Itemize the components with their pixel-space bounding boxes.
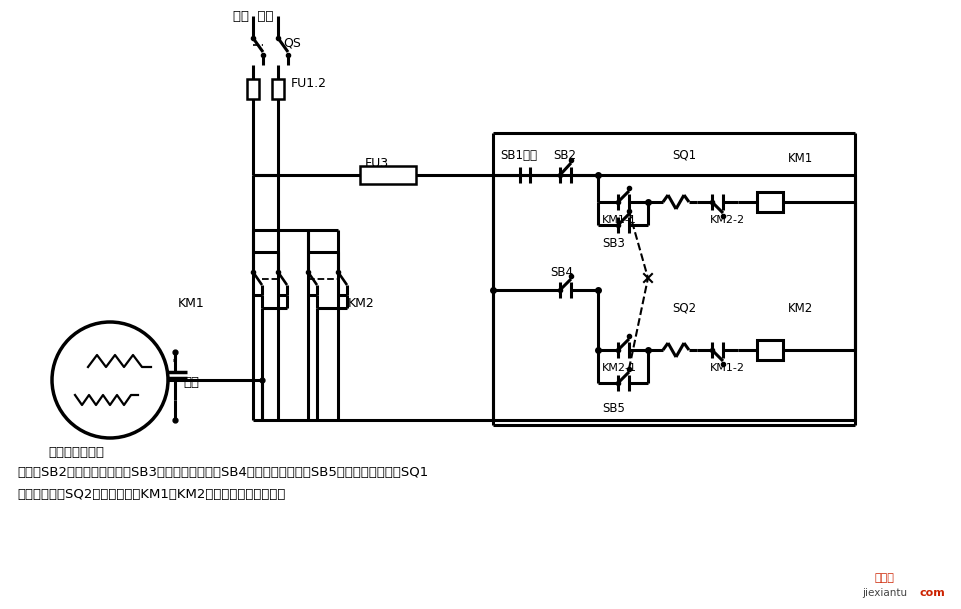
Text: SB5: SB5 [602,401,625,415]
Text: FU1.2: FU1.2 [290,77,327,90]
Text: SB2: SB2 [553,149,576,161]
Text: 说明：SB2为上升启动按钮，SB3为上升点动按钮，SB4为下降启动按钮，SB5为下降点动按钮；SQ1: 说明：SB2为上升启动按钮，SB3为上升点动按钮，SB4为下降启动按钮，SB5为… [17,466,428,479]
Text: KM2-1: KM2-1 [602,363,636,373]
Text: 为最高限位，SQ2为最低限位。KM1、KM2可用中间继电器代替。: 为最高限位，SQ2为最低限位。KM1、KM2可用中间继电器代替。 [17,487,285,501]
Text: KM1: KM1 [787,152,812,164]
Text: 单相电容电动机: 单相电容电动机 [48,446,104,459]
Text: KM1-1: KM1-1 [602,215,636,225]
Text: SB4: SB4 [550,266,573,278]
Bar [756,192,782,212]
Circle shape [52,322,168,438]
Text: SB3: SB3 [602,236,625,250]
Text: com: com [919,588,945,598]
Text: SQ2: SQ2 [672,301,696,314]
Text: KM1-2: KM1-2 [709,363,744,373]
Text: 电容: 电容 [183,376,199,389]
Bar [756,340,782,360]
Text: SQ1: SQ1 [672,149,696,161]
Text: KM2: KM2 [348,297,375,309]
Text: jiexiantu: jiexiantu [861,588,906,598]
Bar [247,79,259,99]
Text: 接线图: 接线图 [875,573,894,583]
Bar [272,79,283,99]
Text: KM2: KM2 [787,301,812,314]
Text: SB1停止: SB1停止 [500,149,536,161]
Bar [359,166,415,184]
Text: FU3: FU3 [364,157,388,169]
Text: QS: QS [283,37,301,49]
Text: 火线  零线: 火线 零线 [233,10,273,23]
Text: KM1: KM1 [178,297,205,309]
Text: KM2-2: KM2-2 [709,215,745,225]
